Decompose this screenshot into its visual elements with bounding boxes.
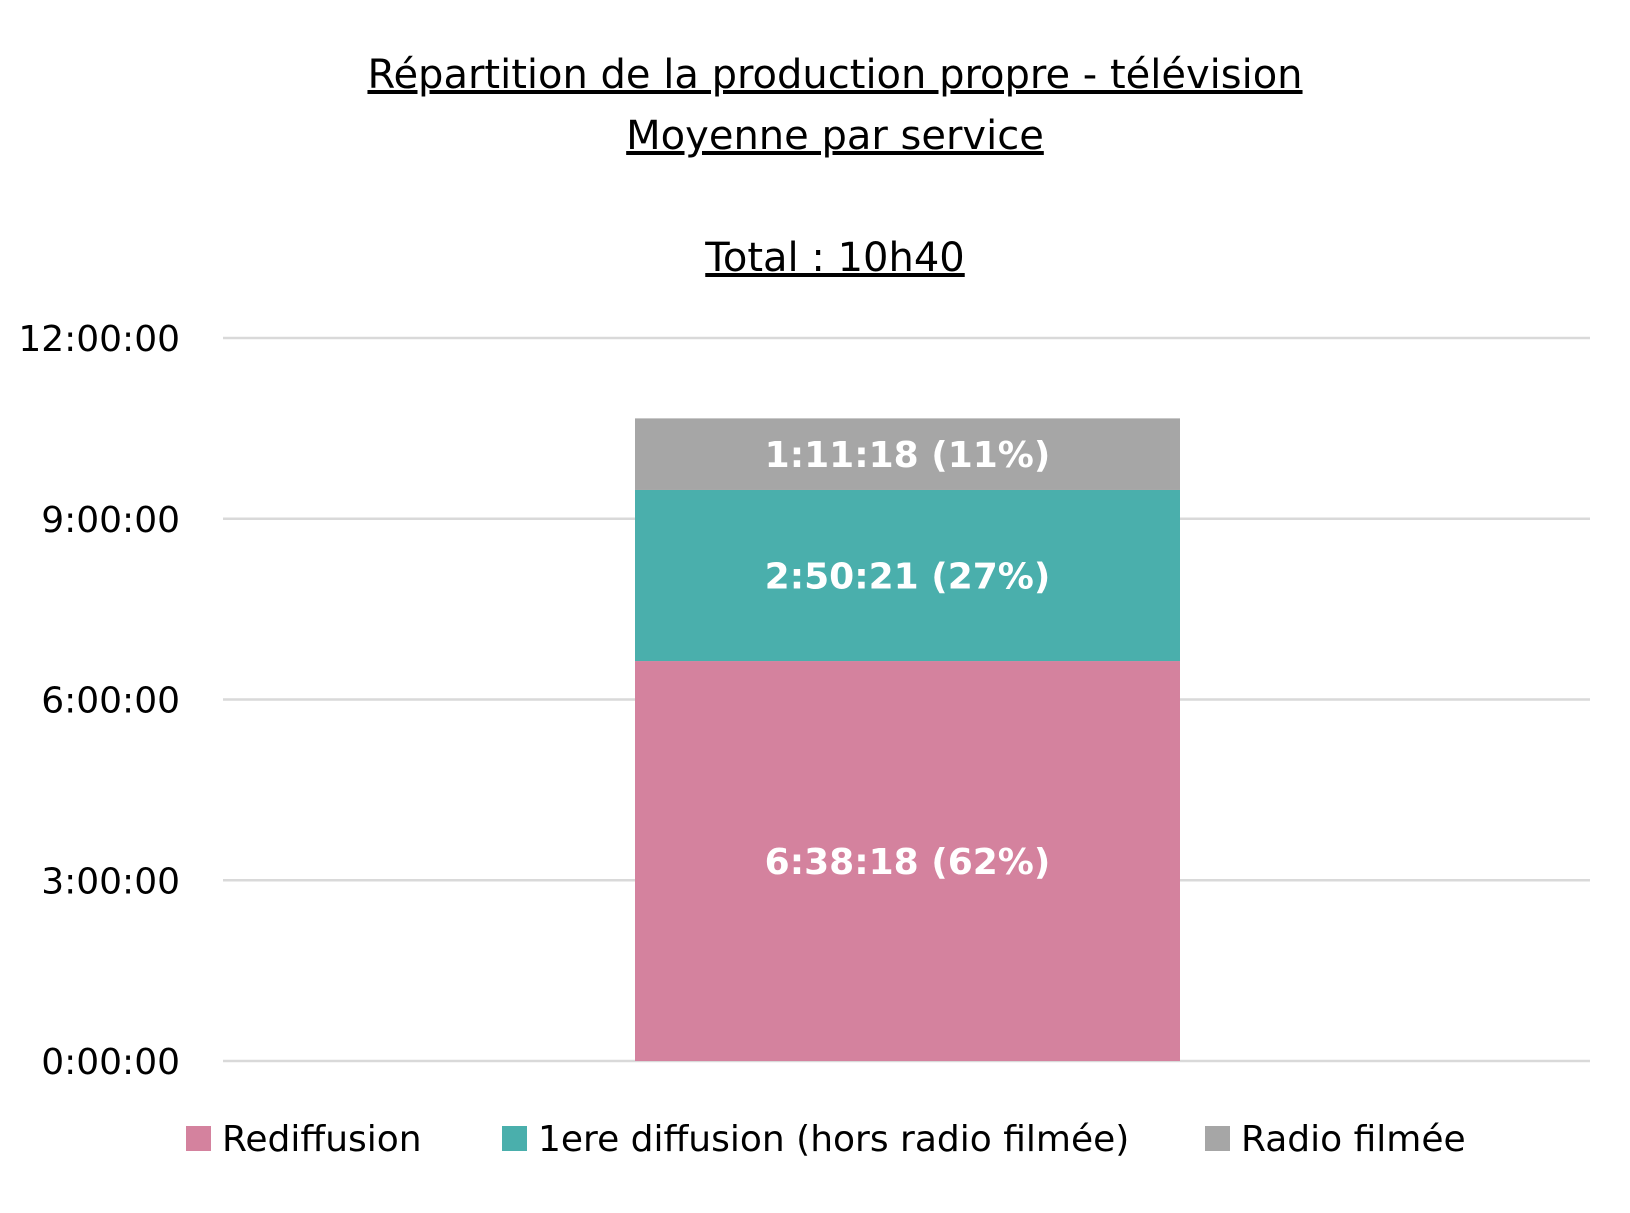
bar-segment <box>635 418 1180 490</box>
legend-label: 1ere diffusion (hors radio filmée) <box>538 1119 1129 1160</box>
bar-segments <box>635 418 1180 1061</box>
chart-subtitle: Total : 10h40 <box>704 235 964 281</box>
y-tick-label: 12:00:00 <box>18 319 180 360</box>
legend: Rediffusion 1ere diffusion (hors radio fi… <box>186 1119 1466 1160</box>
y-tick-label: 0:00:00 <box>41 1042 180 1083</box>
data-label: 2:50:21 (27%) <box>765 557 1051 598</box>
legend-swatch <box>502 1126 527 1151</box>
data-label: 6:38:18 (62%) <box>765 842 1051 883</box>
y-tick-label: 9:00:00 <box>41 500 180 541</box>
bar-segment <box>635 661 1180 1061</box>
legend-label: Rediffusion <box>222 1119 422 1160</box>
chart-title-line-1: Répartition de la production propre - té… <box>367 52 1302 98</box>
data-label: 1:11:18 (11%) <box>765 435 1051 476</box>
legend-label: Radio filmée <box>1241 1119 1466 1160</box>
y-tick-label: 3:00:00 <box>41 861 180 902</box>
y-tick-label: 6:00:00 <box>41 681 180 722</box>
legend-swatch <box>1205 1126 1230 1151</box>
legend-swatch <box>186 1126 211 1151</box>
chart-title-line-2: Moyenne par service <box>626 113 1044 159</box>
y-axis-ticks: 0:00:00 3:00:00 6:00:00 9:00:00 12:00:00 <box>18 319 180 1083</box>
data-labels: 6:38:18 (62%) 2:50:21 (27%) 1:11:18 (11%) <box>765 435 1051 883</box>
bar-segment <box>635 489 1180 662</box>
